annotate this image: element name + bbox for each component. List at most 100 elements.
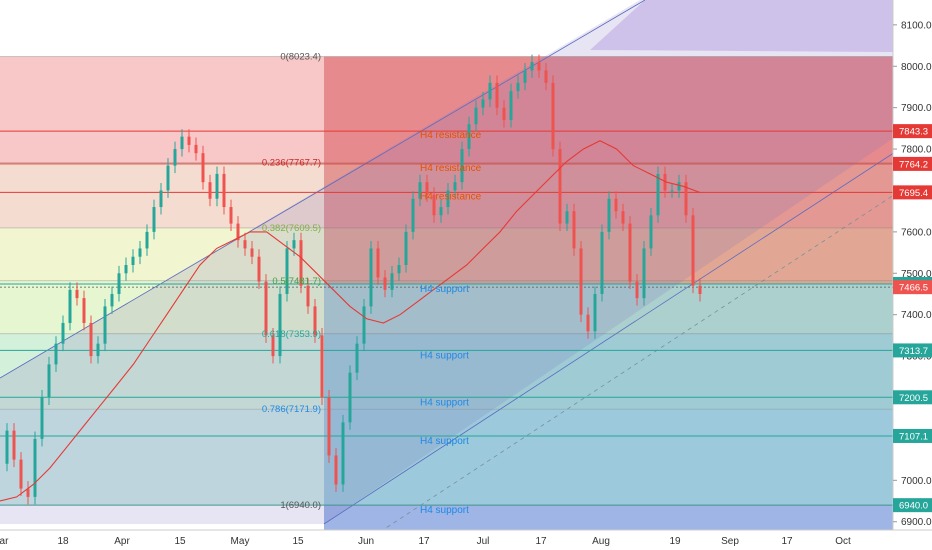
candle-body [145, 231, 149, 249]
candle-body [215, 173, 219, 199]
fib-label-0.236: 0.236(7767.7) [262, 157, 321, 168]
fib-label-0.786: 0.786(7171.9) [262, 404, 321, 415]
fib-zone-0.786-1 [0, 409, 893, 506]
candle-body [691, 215, 695, 286]
candle-body [89, 322, 93, 357]
fib-label-0.382: 0.382(7609.5) [262, 223, 321, 234]
candle-body [698, 285, 702, 294]
x-tick-label: 15 [292, 536, 304, 547]
candle-body [502, 107, 506, 121]
candle-body [75, 289, 79, 299]
candle-body [159, 190, 163, 208]
candle-body [418, 182, 422, 199]
zone-label-resistance: H4 resistance [420, 130, 482, 141]
candle-body [40, 397, 44, 439]
candle-body [222, 173, 226, 208]
x-tick-label: ar [0, 536, 9, 547]
label-layer: 0(8023.4) 0.236(7767.7) 0.382(7609.5) 0.5(7… [262, 52, 482, 517]
candle-body [523, 70, 527, 83]
stop-zone-lower [324, 505, 893, 530]
candle-body [404, 231, 408, 265]
candle-body [432, 194, 436, 216]
candle-body [656, 173, 660, 216]
candle-body [369, 248, 373, 307]
candle-body [565, 211, 569, 224]
candle-body [390, 273, 394, 290]
x-tick-label: May [231, 536, 250, 547]
candle-body [320, 335, 324, 398]
price-tag-7695.4 [893, 185, 932, 200]
candle-body [285, 248, 289, 294]
zone-label-support: H4 support [420, 350, 469, 361]
fib-label-0.618: 0.618(7353.9) [262, 329, 321, 340]
price-tag-text: 6940.0 [899, 501, 928, 512]
price-tag-text: 7313.7 [899, 346, 928, 357]
candle-body [271, 335, 275, 357]
candle-body [243, 240, 247, 249]
y-tick-label: 7500.0 [901, 269, 932, 280]
y-tick-label: 7600.0 [901, 227, 932, 238]
candle-body [614, 198, 618, 212]
candle-body [446, 190, 450, 208]
price-tag-7843.3 [893, 124, 932, 139]
fib-zone-0-0.236 [0, 56, 893, 163]
candle-body [383, 277, 387, 290]
candle-body [670, 190, 674, 192]
candle-body [551, 82, 555, 150]
candle-body [558, 149, 562, 224]
fib-label-1: 1(6940.0) [280, 500, 321, 511]
candle-body [61, 322, 65, 344]
candle-body [635, 281, 639, 299]
zone-label-support: H4 support [420, 505, 469, 516]
candle-body [103, 306, 107, 344]
candle-body [334, 455, 338, 485]
price-tag-7764.2 [893, 156, 932, 171]
candle-body [131, 256, 135, 265]
stop-zone [324, 284, 893, 506]
candle-body [19, 459, 23, 489]
zone-layer [0, 56, 893, 530]
price-tag-text: 7200.5 [899, 393, 928, 404]
candle-body [306, 285, 310, 307]
candle-body [362, 306, 366, 344]
candle-body [124, 265, 128, 274]
candle-body [348, 372, 352, 423]
zone-label-support: H4 support [420, 397, 469, 408]
candle-body [425, 182, 429, 195]
fib-label-0.5: 0.5(7481.7) [272, 276, 321, 287]
y-tick-label: 7000.0 [901, 476, 932, 487]
candle-body [495, 82, 499, 108]
price-tag-text: 7764.2 [899, 159, 928, 170]
y-tick-label: 6900.0 [901, 517, 932, 528]
candle-body [250, 248, 254, 257]
candle-body [264, 281, 268, 336]
fib-label-0: 0(8023.4) [280, 52, 321, 63]
candle-body [607, 198, 611, 232]
x-tick-label: 15 [174, 536, 186, 547]
fib-zone-0.618-0.786 [0, 333, 893, 410]
candle-body [663, 173, 667, 191]
zone-label-support: H4 support [420, 436, 469, 447]
candle-body [327, 397, 331, 456]
candle-body [208, 182, 212, 199]
x-tick-label: Jul [477, 536, 490, 547]
candle-body [299, 240, 303, 286]
candle-body [628, 223, 632, 282]
moving-average-line [0, 140, 701, 502]
candle-body [537, 62, 541, 71]
candle-body [488, 82, 492, 100]
x-axis-panel [0, 530, 932, 550]
candle-body [572, 211, 576, 249]
x-tick-label: 19 [669, 536, 681, 547]
candle-body [586, 314, 590, 332]
y-tick-label: 7400.0 [901, 310, 932, 321]
price-tag-text: 7107.1 [899, 431, 928, 442]
channel-lower-line [323, 127, 932, 525]
x-tick-label: 17 [781, 536, 793, 547]
x-tick-label: Aug [592, 536, 610, 547]
price-tag-text: 7695.4 [899, 188, 928, 199]
x-tick-label: 18 [57, 536, 69, 547]
